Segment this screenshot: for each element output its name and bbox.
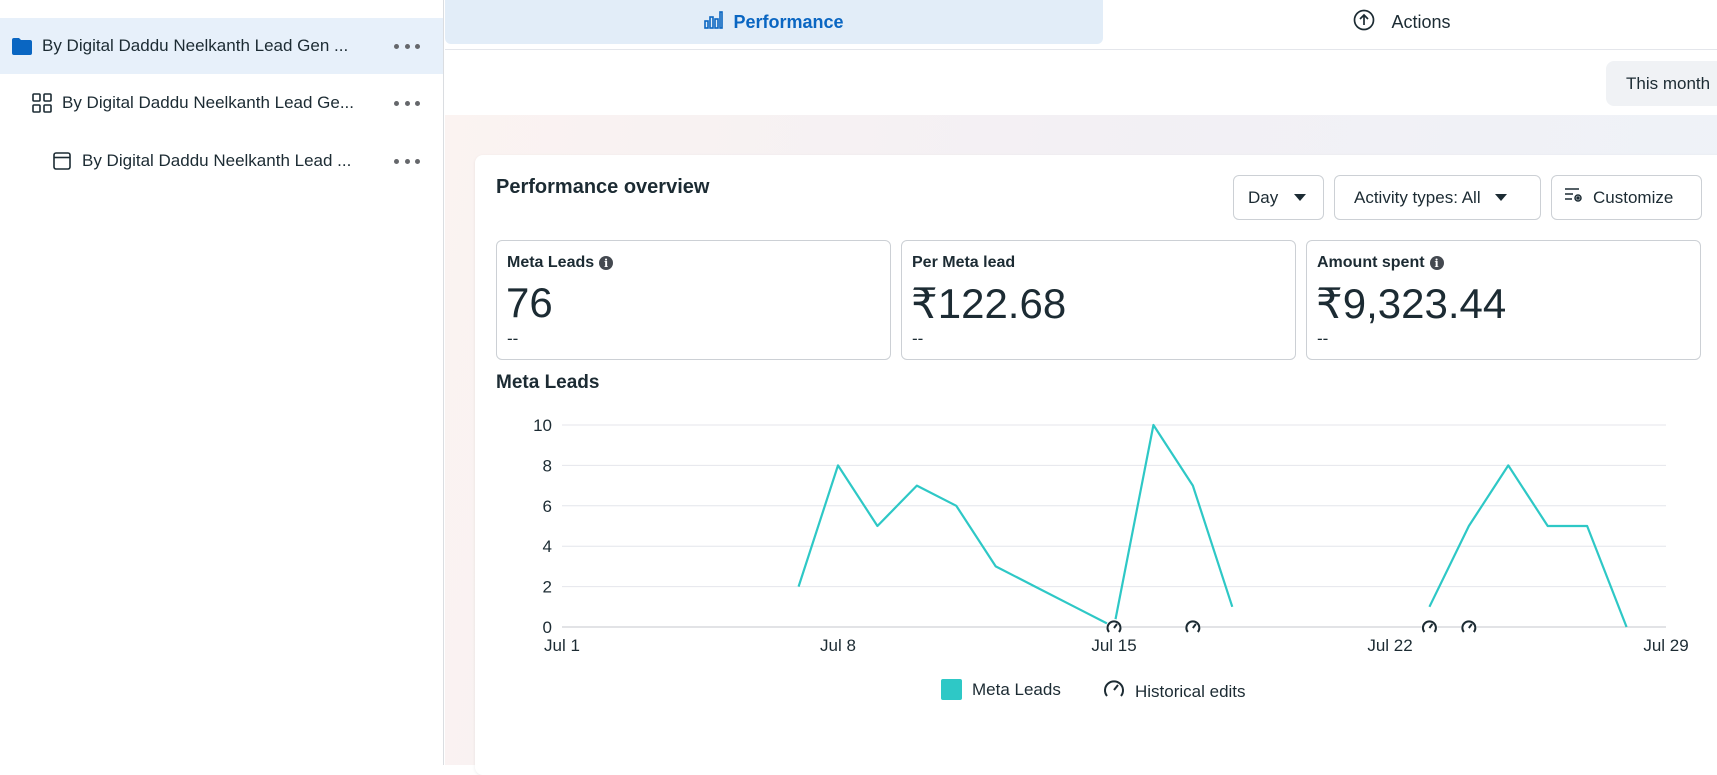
x-tick-label: Jul 8 (820, 636, 856, 655)
tree-item-label: By Digital Daddu Neelkanth Lead ... (82, 151, 352, 170)
tab-performance[interactable]: Performance (445, 0, 1103, 44)
date-range-button[interactable]: This month (1606, 61, 1717, 106)
metric-comparison: -- (507, 329, 519, 348)
metric-comparison: -- (912, 329, 924, 348)
ad-set-grid-icon (31, 92, 53, 114)
chevron-down-icon (1294, 194, 1307, 201)
y-tick-label: 6 (543, 497, 552, 516)
x-tick-label: Jul 29 (1643, 636, 1688, 655)
historical-edit-marker (1460, 619, 1477, 635)
metric-value: ₹122.68 (911, 280, 1067, 327)
y-tick-label: 10 (533, 416, 552, 435)
tree-item-label: By Digital Daddu Neelkanth Lead Ge... (62, 93, 355, 112)
historical-edit-marker (1106, 619, 1122, 635)
metric-card-amount-spent: Amount spent i ₹9,323.44 -- (1306, 240, 1701, 360)
gauge-icon (1103, 679, 1125, 704)
metric-value: 76 (506, 279, 553, 326)
legend-label: Historical edits (1135, 681, 1246, 701)
metric-label: Per Meta lead (912, 254, 1016, 271)
more-options-icon[interactable] (394, 92, 420, 114)
legend-item-historical-edits[interactable]: Historical edits (1103, 679, 1246, 704)
more-options-icon[interactable] (394, 150, 420, 172)
legend-label: Meta Leads (972, 679, 1061, 699)
y-tick-label: 8 (543, 456, 552, 475)
tree-item-campaign[interactable]: By Digital Daddu Neelkanth Lead Gen ... (0, 18, 443, 74)
folder-icon (11, 35, 33, 57)
page-title: Performance overview (496, 176, 710, 198)
info-icon[interactable]: i (599, 256, 614, 270)
day-dropdown-label: Day (1248, 187, 1279, 207)
historical-edit-marker (1421, 619, 1438, 635)
bar-chart-icon (704, 10, 724, 34)
x-tick-label: Jul 22 (1367, 636, 1412, 655)
tree-item-label: By Digital Daddu Neelkanth Lead Gen ... (42, 36, 349, 55)
y-tick-label: 4 (543, 537, 552, 556)
activity-types-dropdown[interactable]: Activity types: All (1334, 175, 1541, 220)
tab-label: Performance (733, 11, 844, 32)
customize-settings-icon (1564, 187, 1583, 208)
ad-icon (51, 150, 73, 172)
metric-card-per-meta-lead: Per Meta lead ₹122.68 -- (901, 240, 1296, 360)
customize-button[interactable]: Customize (1551, 175, 1702, 220)
more-options-icon[interactable] (394, 35, 420, 57)
upload-circle-icon (1353, 9, 1375, 36)
y-tick-label: 2 (543, 578, 552, 597)
tab-label: Actions (1391, 11, 1451, 32)
x-tick-label: Jul 15 (1091, 636, 1136, 655)
customize-label: Customize (1593, 187, 1674, 207)
x-tick-label: Jul 1 (544, 636, 580, 655)
legend-swatch (941, 679, 962, 700)
y-tick-label: 0 (543, 618, 552, 637)
chevron-down-icon (1494, 194, 1507, 201)
date-range-label: This month (1626, 73, 1711, 93)
tree-item-ad-set[interactable]: By Digital Daddu Neelkanth Lead Ge... (0, 75, 443, 131)
activity-types-label: Activity types: All (1354, 187, 1481, 207)
metric-value: ₹9,323.44 (1316, 280, 1507, 327)
metric-comparison: -- (1317, 329, 1329, 348)
day-dropdown[interactable]: Day (1233, 175, 1324, 220)
legend-item-meta-leads[interactable]: Meta Leads (941, 679, 1061, 700)
tab-bar: Performance Actions (445, 0, 1717, 50)
metric-label: Amount spent (1317, 254, 1425, 271)
chart-title: Meta Leads (496, 372, 600, 393)
series-line-meta-leads (797, 423, 1234, 629)
tab-actions[interactable]: Actions (1103, 0, 1701, 44)
metric-label: Meta Leads (507, 254, 595, 271)
info-icon[interactable]: i (1429, 256, 1444, 270)
tree-item-ad[interactable]: By Digital Daddu Neelkanth Lead ... (0, 133, 443, 189)
metric-card-meta-leads: Meta Leads i 76 -- (496, 240, 891, 360)
series-line-meta-leads (1428, 464, 1628, 628)
historical-edit-marker (1184, 619, 1201, 635)
campaign-tree-sidebar: By Digital Daddu Neelkanth Lead Gen ... … (0, 0, 444, 765)
